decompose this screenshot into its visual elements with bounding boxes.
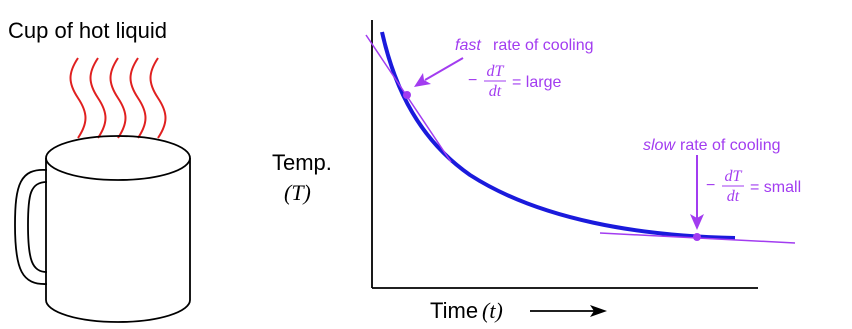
x-axis-symbol: (t) (482, 298, 503, 323)
slow-point (693, 233, 701, 241)
time-arrow (530, 305, 607, 317)
cup-label: Cup of hot liquid (8, 18, 167, 43)
steam (69, 57, 167, 139)
axes (371, 20, 758, 289)
annotation-text: rate of cooling (680, 137, 781, 154)
slow-arrow (690, 155, 704, 230)
annotation-result: = small (750, 179, 801, 196)
annotation-emphasis: slow (643, 137, 676, 154)
annotation-emphasis: fast (455, 37, 481, 54)
fast-point (403, 91, 411, 99)
fast-arrow (414, 57, 464, 87)
mug (14, 135, 191, 323)
annotation-denominator: dt (727, 188, 740, 205)
x-axis-label: Time (430, 298, 478, 323)
annotation-numerator: dT (725, 168, 743, 185)
annotation-denominator: dt (489, 83, 502, 100)
y-axis-symbol: (T) (284, 180, 311, 205)
y-axis-label: Temp. (272, 150, 332, 175)
annotation-result: = large (512, 74, 561, 91)
annotation-numerator: dT (487, 63, 505, 80)
annotation-sign: − (706, 177, 715, 194)
cooling-curve (380, 31, 736, 240)
annotation-text: rate of cooling (493, 37, 594, 54)
annotation-sign: − (468, 72, 477, 89)
